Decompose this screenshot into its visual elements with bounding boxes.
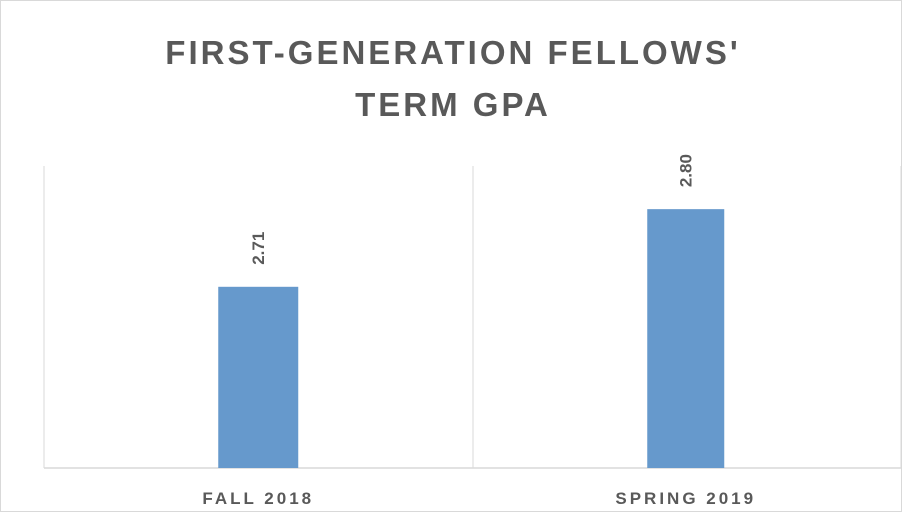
bars-layer: 2.71 FALL 2018 2.80 SPRING 2019 xyxy=(202,154,756,508)
data-label-1: 2.71 xyxy=(249,232,268,265)
bar-2 xyxy=(647,209,725,468)
chart-title-line-1: FIRST-GENERATION FELLOWS' xyxy=(165,34,741,71)
x-tick-label-1: FALL 2018 xyxy=(202,489,314,508)
chart-title: FIRST-GENERATION FELLOWS' TERM GPA xyxy=(1,27,904,131)
data-label-2: 2.80 xyxy=(677,154,696,187)
x-tick-label-2: SPRING 2019 xyxy=(615,489,756,508)
chart-title-line-2: TERM GPA xyxy=(355,86,551,123)
bar-1 xyxy=(218,286,299,468)
